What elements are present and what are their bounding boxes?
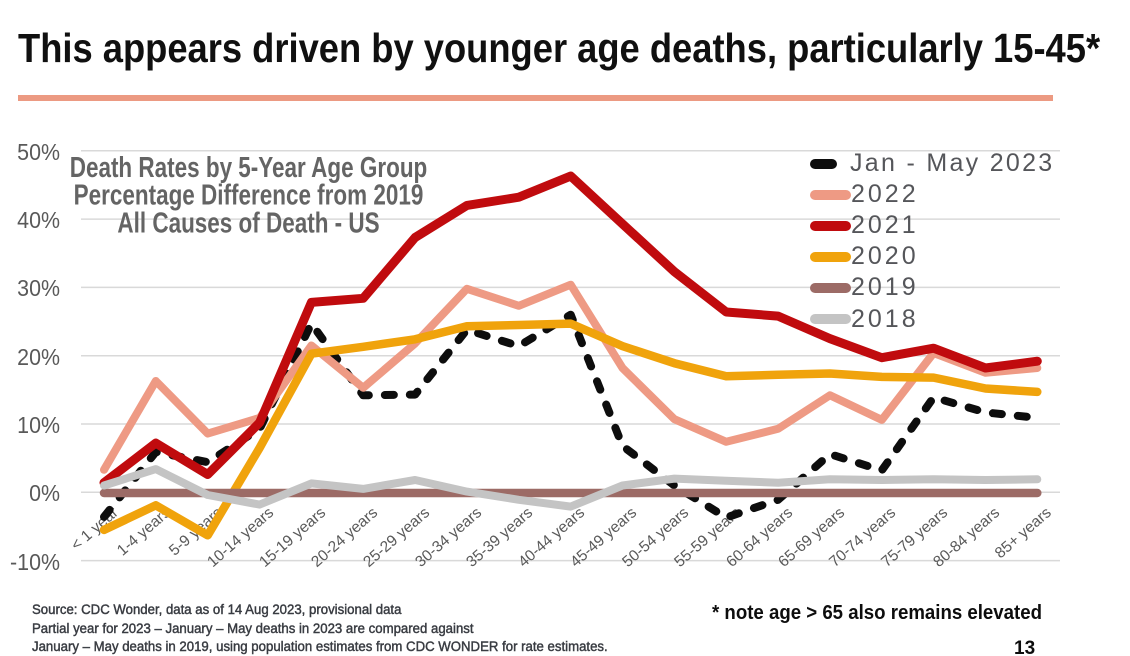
svg-text:Death Rates by 5-Year Age Grou: Death Rates by 5-Year Age Group <box>70 152 428 183</box>
svg-text:Percentage Difference from 201: Percentage Difference from 2019 <box>74 180 424 211</box>
svg-text:All Causes of Death - US: All Causes of Death - US <box>117 208 379 239</box>
